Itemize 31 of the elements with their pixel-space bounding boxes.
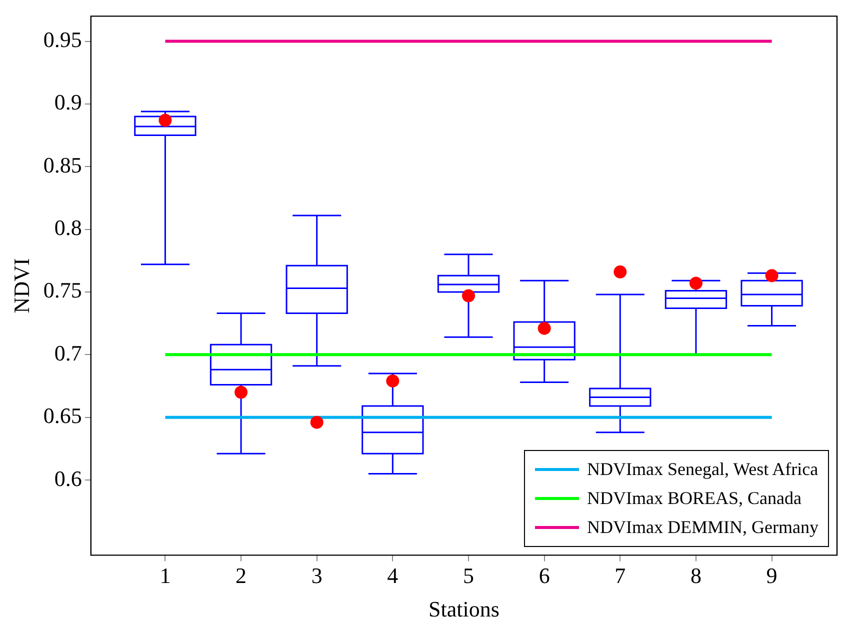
y-tick-label: 0.75	[43, 278, 82, 303]
point	[614, 265, 627, 278]
point	[538, 322, 551, 335]
y-tick-label: 0.8	[54, 215, 82, 240]
x-tick-label: 8	[690, 563, 702, 588]
point	[234, 386, 248, 399]
x-tick-label: 7	[614, 563, 626, 588]
x-tick-label: 1	[160, 563, 171, 588]
x-axis-title: Stations	[428, 596, 500, 622]
point	[386, 374, 400, 388]
x-tick-label: 9	[766, 563, 778, 588]
point	[689, 276, 702, 290]
y-tick-label: 0.65	[43, 403, 82, 428]
x-tick-label: 6	[538, 563, 550, 588]
y-axis-title: NDVI	[8, 258, 34, 314]
legend-label: NDVImax BOREAS, Canada	[587, 488, 802, 510]
y-tick-label: 0.9	[54, 90, 82, 115]
x-tick-label: 5	[463, 563, 474, 588]
x-tick-label: 2	[236, 563, 247, 588]
y-tick-label: 0.6	[54, 466, 82, 491]
x-tick-label: 3	[311, 563, 322, 588]
y-tick-label: 0.95	[43, 27, 82, 52]
y-tick-label: 0.7	[54, 340, 82, 366]
point	[310, 416, 324, 429]
x-tick-label: 4	[387, 563, 398, 588]
legend-label: NDVImax Senegal, West Africa	[587, 459, 818, 480]
point	[765, 269, 778, 282]
point	[462, 289, 475, 302]
legend-label: NDVImax DEMMIN, Germany	[587, 517, 818, 538]
point	[158, 114, 172, 127]
y-tick-label: 0.85	[43, 152, 82, 178]
